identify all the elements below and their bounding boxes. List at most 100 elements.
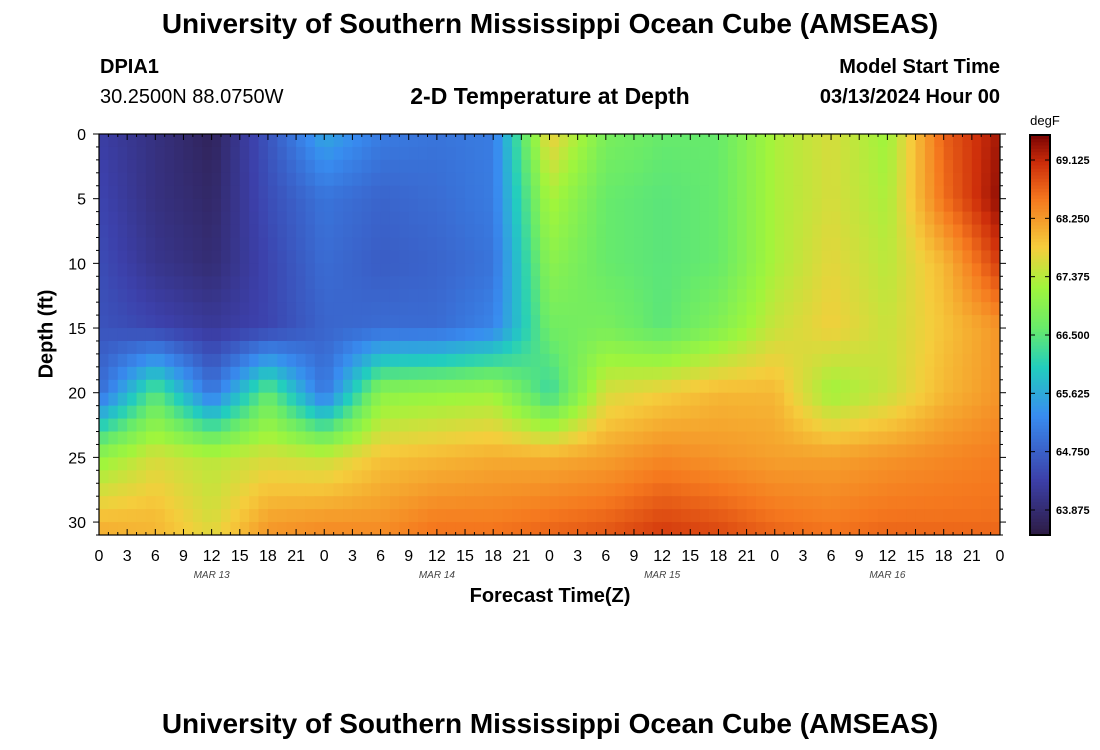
heatmap-cell — [333, 224, 344, 239]
heatmap-cell — [774, 405, 785, 420]
heatmap-cell — [343, 470, 354, 484]
heatmap-cell — [108, 172, 119, 187]
heatmap-cell — [314, 379, 325, 394]
heatmap-cell — [605, 470, 616, 484]
heatmap-cell — [568, 496, 579, 510]
heatmap-cell — [577, 431, 588, 446]
heatmap-cell — [906, 353, 917, 368]
heatmap-cell — [192, 392, 203, 407]
heatmap-cell — [755, 276, 766, 290]
heatmap-cell — [192, 289, 203, 303]
heatmap-cell — [549, 522, 560, 535]
heatmap-cell — [371, 159, 382, 174]
heatmap-cell — [99, 405, 109, 420]
heatmap-cell — [596, 444, 607, 458]
heatmap-cell — [765, 315, 776, 329]
heatmap-cell — [108, 146, 119, 161]
heatmap-cell — [483, 289, 494, 303]
heatmap-cell — [943, 328, 954, 342]
heatmap-cell — [145, 276, 156, 290]
heatmap-cell — [924, 185, 935, 200]
heatmap-cell — [821, 340, 832, 355]
heatmap-cell — [465, 392, 476, 407]
heatmap-cell — [324, 483, 335, 497]
heatmap-cell — [333, 522, 344, 535]
heatmap-cell — [624, 522, 635, 535]
heatmap-cell — [699, 470, 710, 484]
heatmap-cell — [784, 146, 795, 161]
heatmap-cell — [671, 198, 682, 213]
heatmap-cell — [324, 211, 335, 226]
heatmap-cell — [765, 444, 776, 458]
heatmap-cell — [718, 263, 729, 277]
heatmap-cell — [662, 159, 673, 174]
heatmap-cell — [221, 483, 231, 497]
heatmap-cell — [755, 418, 766, 433]
heatmap-cell — [943, 289, 954, 303]
heatmap-cell — [502, 483, 513, 497]
heatmap-cell — [896, 340, 907, 355]
heatmap-cell — [155, 172, 166, 187]
heatmap-cell — [361, 185, 372, 200]
heatmap-cell — [117, 289, 128, 303]
heatmap-cell — [680, 302, 691, 316]
heatmap-cell — [915, 172, 926, 187]
colorbar-segment — [1030, 441, 1050, 446]
heatmap-cell — [465, 315, 476, 329]
heatmap-cell — [183, 276, 194, 290]
heatmap-cell — [258, 483, 269, 497]
heatmap-cell — [230, 496, 241, 510]
heatmap-cell — [755, 496, 766, 510]
heatmap-cell — [502, 250, 513, 264]
heatmap-cell — [990, 289, 1000, 303]
heatmap-cell — [615, 185, 626, 200]
heatmap-cell — [427, 172, 438, 187]
heatmap-cell — [934, 159, 945, 174]
heatmap-cell — [230, 185, 241, 200]
heatmap-cell — [558, 146, 569, 161]
heatmap-cell — [267, 444, 278, 458]
heatmap-cell — [680, 418, 691, 433]
heatmap-cell — [990, 496, 1000, 510]
heatmap-cell — [333, 250, 344, 264]
heatmap-cell — [371, 483, 382, 497]
heatmap-cell — [727, 224, 738, 239]
heatmap-cell — [549, 366, 560, 381]
heatmap-cell — [211, 185, 222, 200]
heatmap-cell — [446, 315, 457, 329]
heatmap-cell — [380, 457, 391, 471]
heatmap-cell — [831, 418, 842, 433]
heatmap-cell — [258, 289, 269, 303]
heatmap-cell — [502, 263, 513, 277]
heatmap-cell — [521, 522, 532, 535]
heatmap-cell — [389, 457, 400, 471]
heatmap-cell — [887, 146, 898, 161]
heatmap-cell — [286, 134, 297, 148]
heatmap-cell — [183, 134, 194, 148]
heatmap-cell — [896, 315, 907, 329]
heatmap-cell — [418, 211, 429, 226]
heatmap-cell — [418, 146, 429, 161]
heatmap-cell — [155, 224, 166, 239]
heatmap-cell — [877, 483, 888, 497]
heatmap-cell — [239, 379, 250, 394]
heatmap-cell — [446, 522, 457, 535]
heatmap-cell — [615, 483, 626, 497]
heatmap-cell — [239, 483, 250, 497]
heatmap-cell — [643, 315, 654, 329]
heatmap-cell — [577, 315, 588, 329]
heatmap-cell — [192, 134, 203, 148]
heatmap-cell — [643, 522, 654, 535]
heatmap-cell — [249, 250, 260, 264]
heatmap-cell — [221, 379, 231, 394]
heatmap-cell — [915, 263, 926, 277]
heatmap-cell — [784, 237, 795, 252]
heatmap-cell — [483, 509, 494, 523]
heatmap-cell — [615, 522, 626, 535]
heatmap-cell — [962, 328, 973, 342]
colorbar-segment — [1030, 271, 1050, 276]
heatmap-cell — [371, 522, 382, 535]
heatmap-cell — [568, 340, 579, 355]
heatmap-cell — [831, 302, 842, 316]
heatmap-cell — [296, 444, 307, 458]
